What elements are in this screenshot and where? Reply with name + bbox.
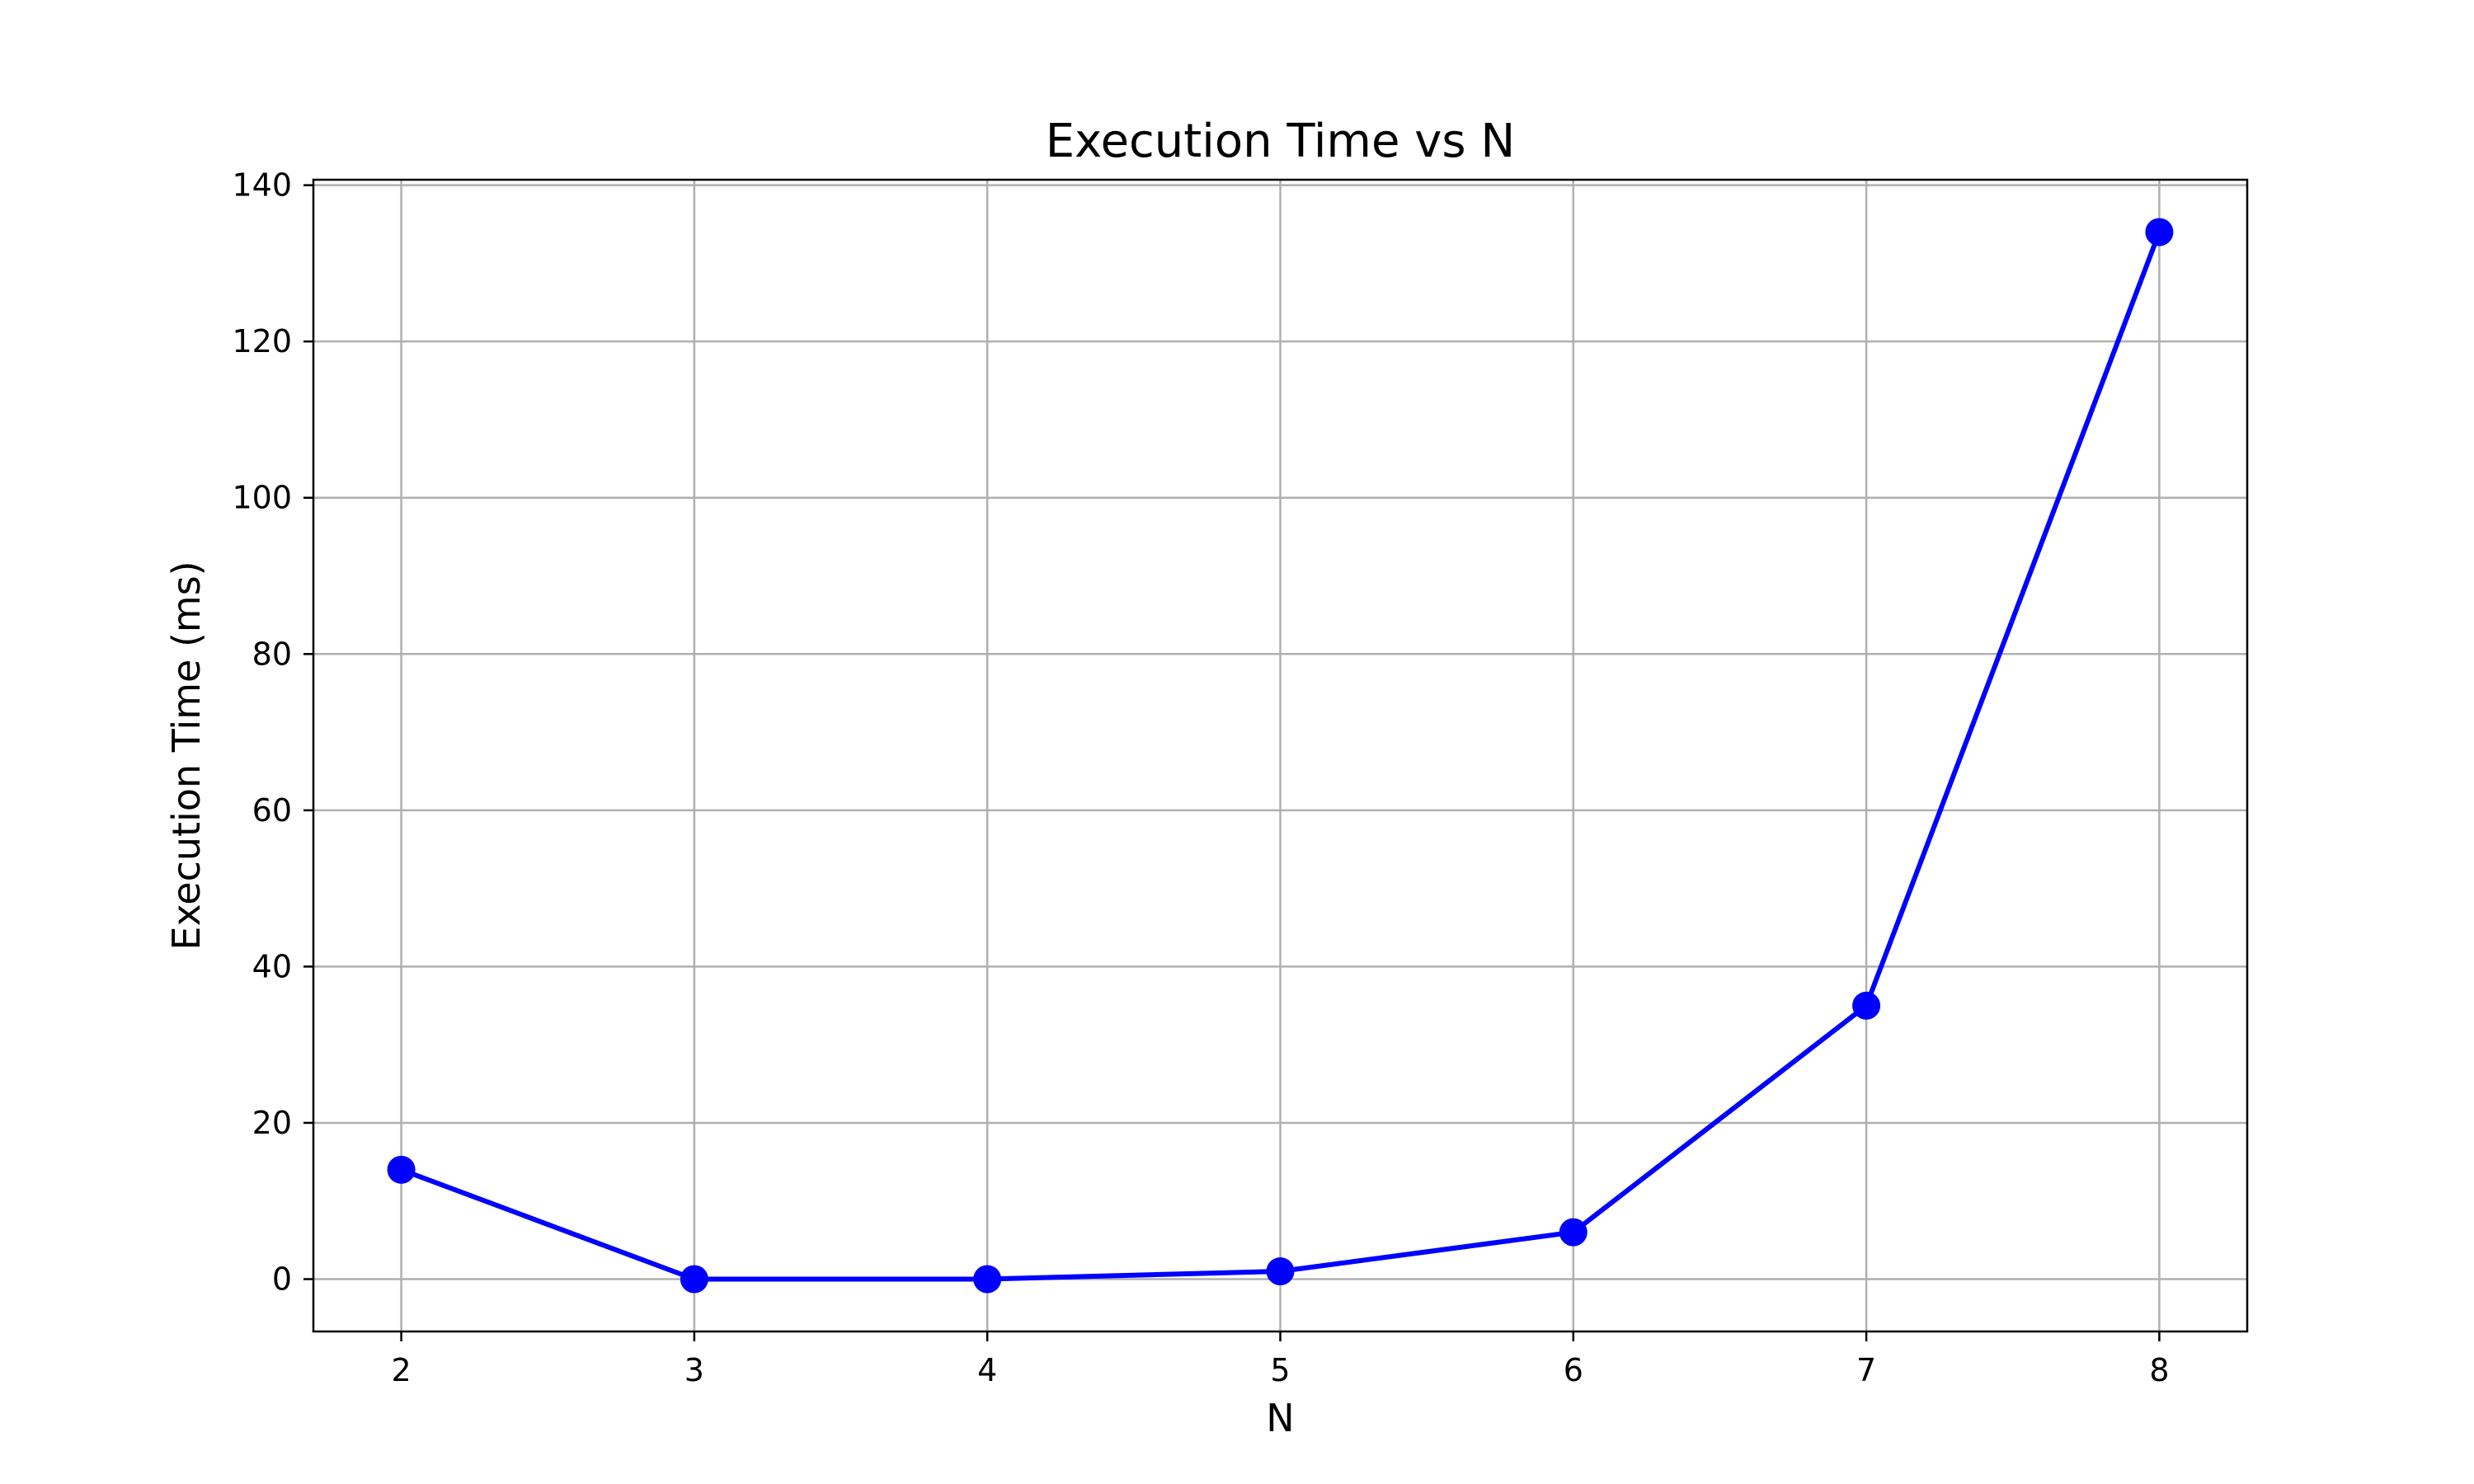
x-tick-label: 6	[1564, 1352, 1583, 1388]
x-tick-label: 5	[1270, 1352, 1290, 1388]
y-tick-label: 0	[272, 1261, 292, 1298]
data-point	[387, 1155, 416, 1184]
chart-title: Execution Time vs N	[1046, 115, 1515, 168]
x-axis-label: N	[1266, 1396, 1294, 1440]
y-axis-label: Execution Time (ms)	[164, 561, 209, 950]
y-tick-label: 80	[252, 636, 292, 672]
y-tick-label: 120	[232, 323, 292, 359]
data-point	[973, 1265, 1002, 1294]
y-tick-label: 100	[232, 480, 292, 516]
x-tick-label: 7	[1856, 1352, 1876, 1388]
y-tick-label: 20	[252, 1105, 292, 1141]
grid	[313, 180, 2247, 1331]
x-tick-label: 2	[391, 1352, 411, 1388]
data-point	[1266, 1257, 1295, 1286]
data-point	[1852, 991, 1881, 1020]
y-tick-label: 60	[252, 792, 292, 829]
x-tick-label: 3	[684, 1352, 704, 1388]
x-tick-label: 8	[2149, 1352, 2169, 1388]
data-point	[1559, 1218, 1587, 1247]
data-point	[680, 1265, 708, 1294]
y-tick-label: 40	[252, 948, 292, 984]
x-tick-label: 4	[977, 1352, 997, 1388]
series-layer	[387, 218, 2174, 1294]
y-tick-label: 140	[232, 167, 292, 204]
data-point	[2145, 218, 2174, 247]
